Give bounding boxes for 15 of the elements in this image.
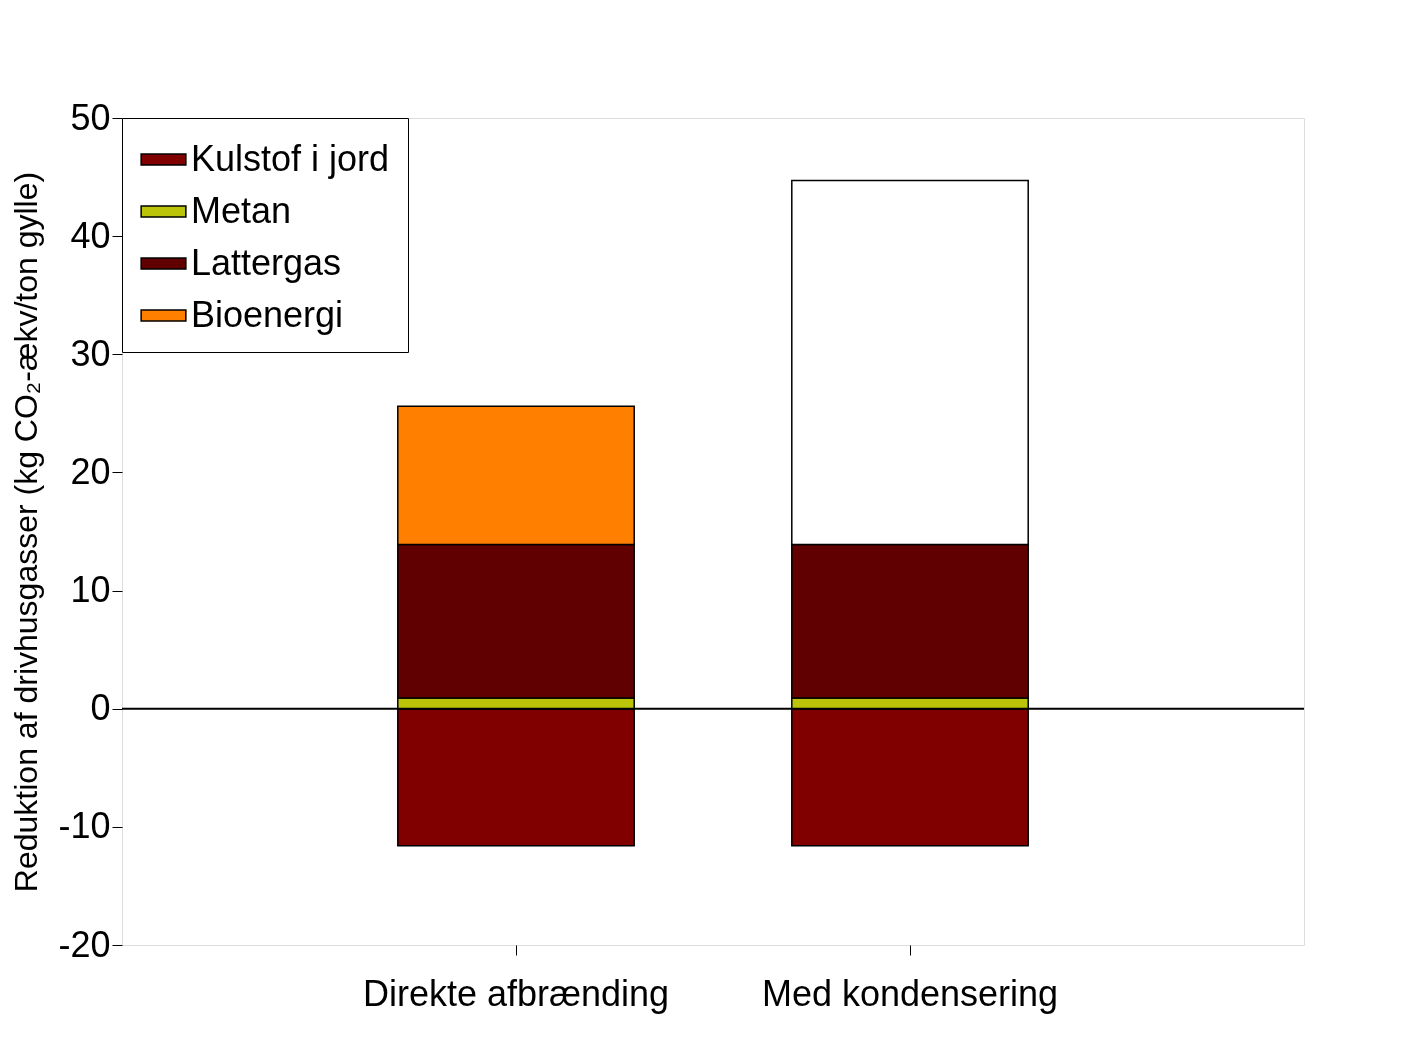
y-tick-label: 40 bbox=[70, 214, 111, 256]
y-tick-label: -20 bbox=[58, 923, 111, 965]
legend-label: Bioenergi bbox=[191, 293, 344, 335]
y-tick-label: 20 bbox=[70, 450, 111, 492]
y-axis-title: Reduktion af drivhusgasser (kg CO₂-ækv/ton gylle) bbox=[8, 171, 45, 893]
y-tick-label: -10 bbox=[58, 805, 111, 847]
x-tick-label: Direkte afbrænding bbox=[362, 972, 670, 1014]
y-tick-label: 50 bbox=[70, 96, 111, 138]
y-tick-label: 30 bbox=[70, 332, 111, 374]
legend-label: Metan bbox=[191, 189, 292, 231]
legend-label: Lattergas bbox=[191, 241, 342, 283]
legend-label: Kulstof i jord bbox=[191, 137, 390, 179]
x-tick-label: Med kondensering bbox=[761, 972, 1059, 1014]
y-tick-label: 10 bbox=[70, 569, 111, 611]
y-tick-label: 0 bbox=[90, 687, 111, 729]
